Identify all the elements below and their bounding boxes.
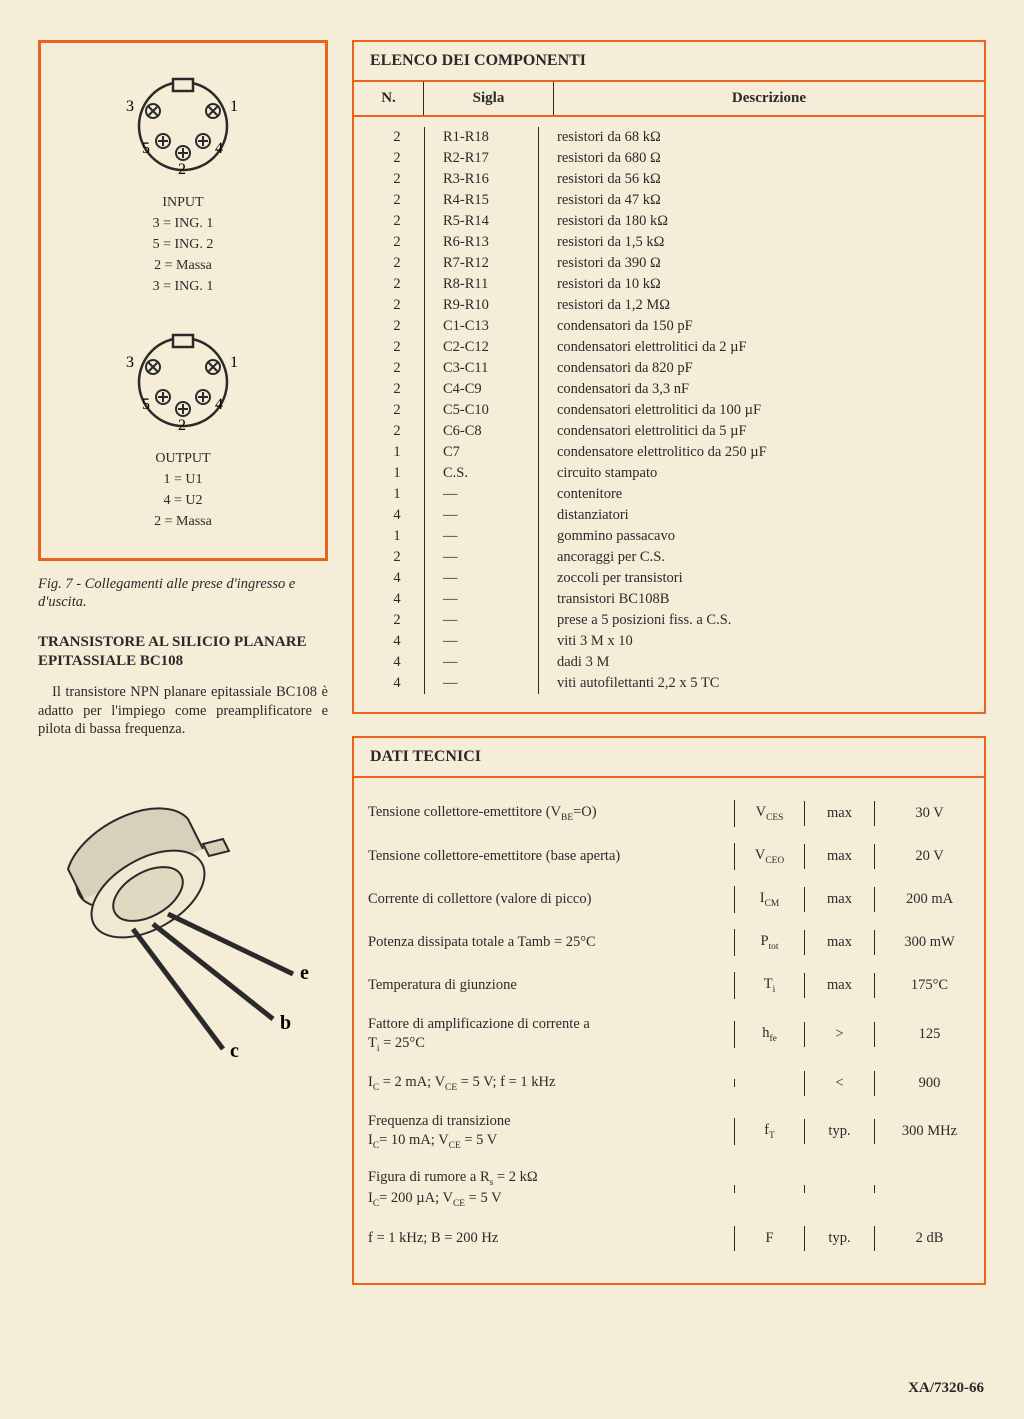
tech-row: IC = 2 mA; VCE = 5 V; f = 1 kHz<900 bbox=[354, 1063, 984, 1104]
table-row: 1—gommino passacavo bbox=[370, 526, 968, 547]
components-table: ELENCO DEI COMPONENTI N. Sigla Descrizio… bbox=[352, 40, 986, 714]
table-row: 2C4-C9condensatori da 3,3 nF bbox=[370, 379, 968, 400]
output-legend: OUTPUT 1 = U1 4 = U2 2 = Massa bbox=[63, 448, 303, 532]
tech-row: Temperatura di giunzioneTimax175°C bbox=[354, 964, 984, 1007]
table-row: 1—contenitore bbox=[370, 484, 968, 505]
svg-text:e: e bbox=[300, 962, 309, 984]
din-output-block: 1 3 4 5 2 OUTPUT 1 = U1 4 = U2 2 = Massa bbox=[63, 327, 303, 532]
svg-text:5: 5 bbox=[142, 396, 150, 413]
table-row: 2R5-R14resistori da 180 kΩ bbox=[370, 211, 968, 232]
din-output-diagram: 1 3 4 5 2 bbox=[108, 327, 258, 437]
table-row: 2R7-R12resistori da 390 Ω bbox=[370, 253, 968, 274]
svg-text:1: 1 bbox=[230, 98, 238, 115]
tech-row: Tensione collettore-emettitore (base ape… bbox=[354, 835, 984, 878]
tech-row: Fattore di amplificazione di corrente aT… bbox=[354, 1007, 984, 1063]
din-input-block: 1 3 4 5 2 INPUT 3 = ING. 1 5 = ING. 2 2 … bbox=[63, 71, 303, 297]
section-heading: TRANSISTORE AL SILICIO PLANARE EPITASSIA… bbox=[38, 633, 328, 671]
tech-row: Corrente di collettore (valore di picco)… bbox=[354, 878, 984, 921]
table-row: 2C2-C12condensatori elettrolitici da 2 µ… bbox=[370, 337, 968, 358]
figure-caption: Fig. 7 - Collegamenti alle prese d'ingre… bbox=[38, 575, 328, 611]
tech-row: Frequenza di transizioneIC= 10 mA; VCE =… bbox=[354, 1104, 984, 1160]
tech-body: Tensione collettore-emettitore (VBE=O)VC… bbox=[354, 778, 984, 1283]
svg-text:2: 2 bbox=[178, 417, 186, 434]
tech-title: DATI TECNICI bbox=[354, 738, 984, 778]
tech-table: DATI TECNICI Tensione collettore-emettit… bbox=[352, 736, 986, 1285]
table-row: 2R3-R16resistori da 56 kΩ bbox=[370, 169, 968, 190]
input-header: INPUT bbox=[162, 195, 203, 210]
table-row: 2R1-R18resistori da 68 kΩ bbox=[370, 127, 968, 148]
table-row: 4—zoccoli per transistori bbox=[370, 568, 968, 589]
table-row: 2C6-C8condensatori elettrolitici da 5 µF bbox=[370, 421, 968, 442]
svg-text:b: b bbox=[280, 1012, 291, 1034]
table-row: 1C7condensatore elettrolitico da 250 µF bbox=[370, 442, 968, 463]
output-header: OUTPUT bbox=[155, 451, 210, 466]
input-legend: INPUT 3 = ING. 1 5 = ING. 2 2 = Massa 3 … bbox=[63, 192, 303, 297]
svg-text:3: 3 bbox=[126, 354, 134, 371]
components-header: N. Sigla Descrizione bbox=[354, 82, 984, 117]
tech-row: Figura di rumore a Rs = 2 kΩIC= 200 µA; … bbox=[354, 1160, 984, 1218]
svg-text:5: 5 bbox=[142, 140, 150, 157]
footer-code: XA/7320-66 bbox=[908, 1380, 984, 1397]
col-descr: Descrizione bbox=[554, 82, 984, 115]
tech-row: f = 1 kHz; B = 200 HzFtyp.2 dB bbox=[354, 1218, 984, 1259]
table-row: 2C5-C10condensatori elettrolitici da 100… bbox=[370, 400, 968, 421]
tech-row: Potenza dissipata totale a Tamb = 25°CPt… bbox=[354, 921, 984, 964]
components-body: 2R1-R18resistori da 68 kΩ2R2-R17resistor… bbox=[354, 117, 984, 712]
din-input-diagram: 1 3 4 5 2 bbox=[108, 71, 258, 181]
table-row: 4—viti autofilettanti 2,2 x 5 TC bbox=[370, 673, 968, 694]
table-row: 2R4-R15resistori da 47 kΩ bbox=[370, 190, 968, 211]
connector-box: 1 3 4 5 2 INPUT 3 = ING. 1 5 = ING. 2 2 … bbox=[38, 40, 328, 561]
svg-text:4: 4 bbox=[215, 140, 223, 157]
table-row: 4—dadi 3 M bbox=[370, 652, 968, 673]
svg-text:4: 4 bbox=[215, 396, 223, 413]
svg-text:3: 3 bbox=[126, 98, 134, 115]
svg-text:c: c bbox=[230, 1040, 239, 1059]
table-row: 4—distanziatori bbox=[370, 505, 968, 526]
tech-row: Tensione collettore-emettitore (VBE=O)VC… bbox=[354, 792, 984, 835]
table-row: 2—prese a 5 posizioni fiss. a C.S. bbox=[370, 610, 968, 631]
table-row: 2R2-R17resistori da 680 Ω bbox=[370, 148, 968, 169]
table-row: 2—ancoraggi per C.S. bbox=[370, 547, 968, 568]
table-row: 4—viti 3 M x 10 bbox=[370, 631, 968, 652]
col-n: N. bbox=[354, 82, 424, 115]
transistor-illustration: e b c bbox=[38, 769, 328, 1059]
table-row: 2R8-R11resistori da 10 kΩ bbox=[370, 274, 968, 295]
table-row: 2C3-C11condensatori da 820 pF bbox=[370, 358, 968, 379]
table-row: 2R9-R10resistori da 1,2 MΩ bbox=[370, 295, 968, 316]
col-sigla: Sigla bbox=[424, 82, 554, 115]
components-title: ELENCO DEI COMPONENTI bbox=[354, 42, 984, 82]
table-row: 4—transistori BC108B bbox=[370, 589, 968, 610]
svg-text:1: 1 bbox=[230, 354, 238, 371]
svg-text:2: 2 bbox=[178, 161, 186, 178]
table-row: 2R6-R13resistori da 1,5 kΩ bbox=[370, 232, 968, 253]
table-row: 2C1-C13condensatori da 150 pF bbox=[370, 316, 968, 337]
table-row: 1C.S.circuito stampato bbox=[370, 463, 968, 484]
section-body: Il transistore NPN planare epitassiale B… bbox=[38, 683, 328, 740]
